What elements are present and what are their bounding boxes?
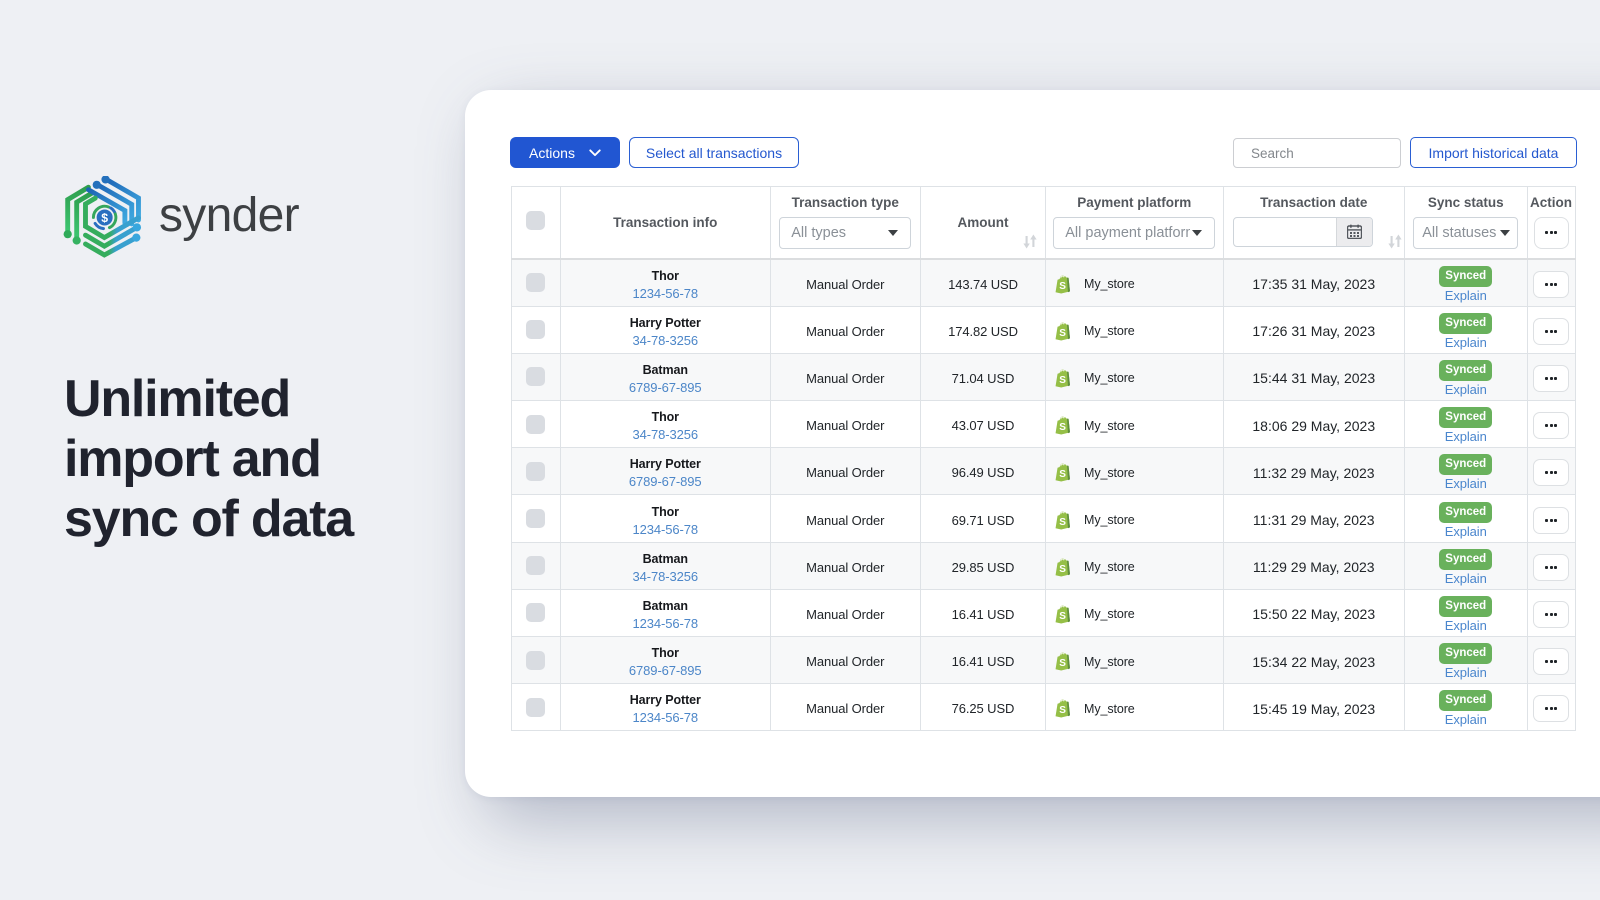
svg-text:S: S	[1059, 611, 1066, 622]
svg-text:S: S	[1059, 422, 1066, 433]
svg-text:S: S	[1059, 705, 1066, 716]
svg-text:S: S	[1059, 658, 1066, 669]
svg-text:S: S	[1059, 564, 1066, 575]
svg-text:S: S	[1059, 328, 1066, 339]
svg-text:S: S	[1059, 517, 1066, 528]
svg-text:S: S	[1059, 469, 1066, 480]
svg-text:S: S	[1059, 281, 1066, 292]
svg-text:S: S	[1059, 375, 1066, 386]
svg-text:$: $	[101, 211, 108, 225]
